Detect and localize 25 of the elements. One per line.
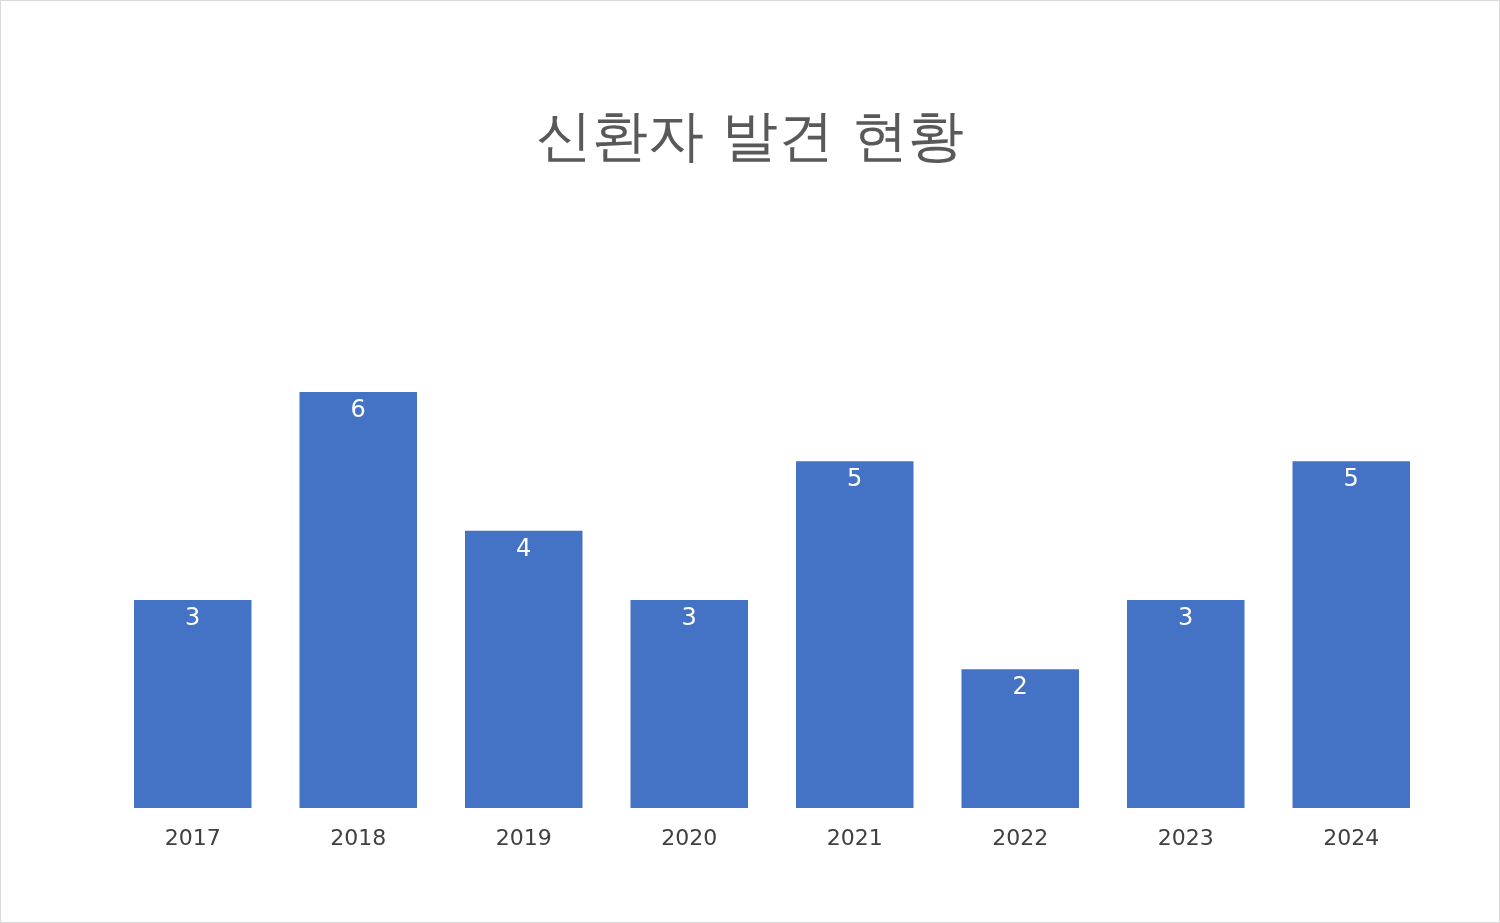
data-label: 5 bbox=[847, 464, 863, 493]
data-label: 2 bbox=[1012, 672, 1028, 701]
x-tick-label: 2020 bbox=[661, 825, 718, 850]
x-tick-label: 2022 bbox=[992, 825, 1049, 850]
data-label: 5 bbox=[1343, 464, 1359, 493]
x-tick-label: 2024 bbox=[1323, 825, 1380, 850]
data-label: 6 bbox=[350, 395, 366, 423]
bar bbox=[1127, 600, 1245, 808]
data-label: 4 bbox=[516, 533, 532, 562]
bar bbox=[630, 600, 748, 808]
bar bbox=[796, 461, 914, 808]
x-tick-label: 2017 bbox=[164, 825, 221, 850]
data-label: 3 bbox=[185, 603, 201, 631]
bar bbox=[1292, 461, 1410, 808]
bar bbox=[299, 392, 417, 808]
x-tick-label: 2018 bbox=[330, 825, 387, 850]
bar bbox=[134, 600, 252, 808]
x-tick-label: 2023 bbox=[1157, 825, 1214, 850]
bar bbox=[961, 669, 1079, 808]
data-label: 3 bbox=[681, 603, 697, 631]
data-label: 3 bbox=[1178, 603, 1194, 631]
x-tick-label: 2021 bbox=[826, 825, 883, 850]
x-tick-label: 2019 bbox=[495, 825, 552, 850]
bar bbox=[465, 530, 583, 808]
chart-title: 신환자 발견 현황 bbox=[536, 102, 964, 168]
